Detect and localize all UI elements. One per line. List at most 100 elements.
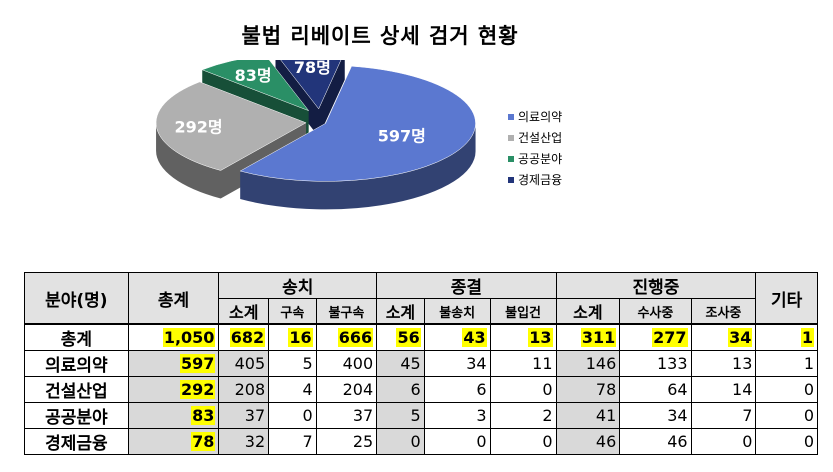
table-cell: 46 [555,428,621,455]
chart-title: 불법 리베이트 상세 검거 현황 [241,24,519,48]
cell-value: 208 [234,380,266,399]
table-cell: 2 [489,402,557,429]
header-sub: 소계 [218,298,270,325]
header-sub: 소계 [376,298,425,325]
legend-label: 건설산업 [518,131,563,145]
cell-value: 37 [352,406,374,425]
row-label: 총계 [24,323,129,351]
table-cell: 37 [218,402,270,429]
table-cell: 64 [619,376,692,403]
cell-value: 0 [542,432,553,451]
cell-value: 0 [803,380,814,399]
header-sub: 수사중 [619,298,692,325]
table-cell: 46 [619,428,692,455]
table-cell: 0 [755,402,818,429]
cell-value: 2 [542,406,553,425]
legend-swatch [508,113,514,120]
legend-label: 경제금융 [518,173,563,187]
cell-value: 133 [657,354,688,373]
table-cell: 43 [423,323,491,351]
legend: 의료의약 건설산업 공공분야 경제금융 [508,106,562,190]
cell-value: 16 [288,328,313,347]
cell-value: 14 [732,380,753,399]
legend-item: 의료의약 [508,106,562,127]
cell-value: 34 [466,354,487,373]
table-cell: 78 [555,376,621,403]
cell-value: 666 [337,328,374,347]
header-group: 종결 [376,272,557,299]
cell-value: 0 [542,380,553,399]
table-cell: 666 [315,323,378,351]
table-cell: 13 [690,350,757,377]
table-cell: 682 [218,323,270,351]
header-group: 진행중 [555,272,757,299]
cell-value: 37 [244,406,266,425]
cell-value: 0 [742,432,753,451]
table-row: 경제금융 78 32 7 25 0 0 0 46 46 0 0 [24,428,818,455]
legend-swatch [508,176,514,183]
table-cell: 16 [268,323,317,351]
pie-slice-side [275,60,345,137]
pie-data-label: 83명 [235,66,272,85]
cell-value: 6 [410,380,421,399]
cell-value: 34 [728,328,753,347]
cell-value: 41 [595,406,617,425]
row-label: 건설산업 [24,376,129,403]
table-cell: 7 [690,402,757,429]
table-cell: 5 [268,350,317,377]
table-cell: 1 [755,350,818,377]
table-cell: 3 [423,402,491,429]
cell-value: 78 [191,432,216,451]
cell-value: 78 [595,380,617,399]
cell-value: 56 [396,328,421,347]
row-label: 공공분야 [24,402,129,429]
table-row: 건설산업 292 208 4 204 6 6 0 78 64 14 0 [24,376,818,403]
row-label: 의료의약 [24,350,129,377]
cell-value: 46 [595,432,617,451]
table-cell: 14 [690,376,757,403]
pie-data-label: 597명 [378,126,426,145]
table-cell: 0 [489,428,557,455]
legend-label: 공공분야 [518,152,563,166]
row-label: 경제금융 [24,428,129,455]
table-cell: 1,050 [127,323,220,351]
header-total: 총계 [127,272,220,325]
pie-chart: 597명 292명 83명 78명 [155,60,476,210]
cell-value: 0 [410,432,421,451]
header-sub: 조사중 [690,298,757,325]
table-cell: 400 [315,350,378,377]
pie-data-label: 78명 [294,60,331,77]
header-sub: 소계 [555,298,621,325]
table-cell: 6 [423,376,491,403]
cell-value: 0 [476,432,487,451]
table-cell: 56 [376,323,425,351]
table-cell: 13 [489,323,557,351]
cell-value: 3 [476,406,487,425]
cell-value: 25 [352,432,374,451]
header-sub: 불입건 [489,298,557,325]
table-cell: 204 [315,376,378,403]
legend-swatch [508,155,514,162]
cell-value: 204 [342,380,374,399]
cell-value: 11 [532,354,553,373]
header-sub: 불구속 [315,298,378,325]
table-cell: 34 [423,350,491,377]
cell-value: 400 [342,354,374,373]
table-cell: 0 [268,402,317,429]
table-cell: 133 [619,350,692,377]
table-cell: 4 [268,376,317,403]
cell-value: 311 [580,328,617,347]
cell-value: 5 [410,406,421,425]
legend-swatch [508,134,514,141]
table-cell: 0 [690,428,757,455]
table-cell: 5 [376,402,425,429]
table-cell: 0 [755,428,818,455]
legend-item: 건설산업 [508,127,562,148]
cell-value: 43 [462,328,487,347]
table-cell: 0 [755,376,818,403]
table-row: 공공분야 83 37 0 37 5 3 2 41 34 7 0 [24,402,818,429]
cell-value: 1 [800,328,814,347]
cell-value: 0 [803,406,814,425]
table-cell: 146 [555,350,621,377]
cell-value: 1,050 [162,328,216,347]
